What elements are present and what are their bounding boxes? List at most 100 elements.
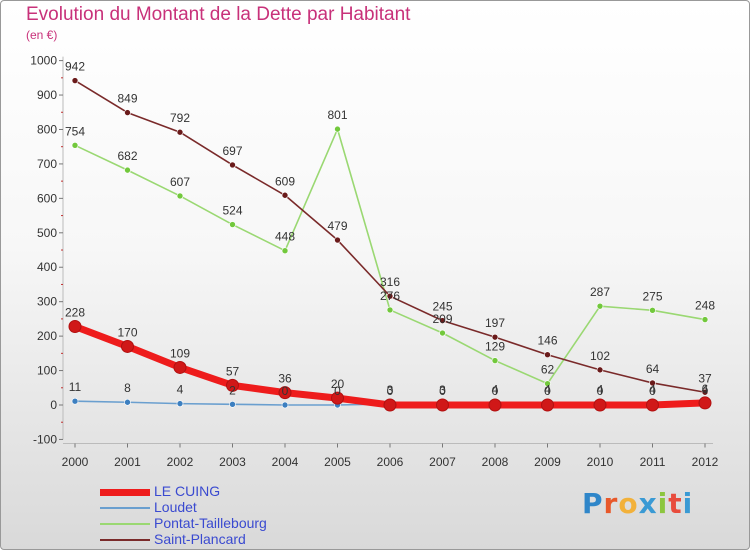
x-tick-label: 2000 [62,455,89,469]
data-point-3[interactable] [176,128,184,136]
x-tick-label: 2005 [324,455,351,469]
data-point-2[interactable] [439,329,446,337]
data-point-2[interactable] [649,306,656,314]
legend-swatch [100,507,150,509]
data-label-3: 849 [117,92,137,106]
data-label-3: 316 [380,275,400,289]
legend-swatch [100,523,150,525]
data-point-0[interactable] [541,398,554,412]
data-point-3[interactable] [544,351,551,359]
data-point-2[interactable] [71,142,79,149]
data-label-3: 64 [646,362,660,376]
data-point-1[interactable] [71,397,79,405]
data-label-2: 607 [170,175,190,189]
y-tick-label: -100 [33,432,57,446]
data-point-1[interactable] [281,401,289,409]
data-point-0[interactable] [68,319,82,333]
data-label-0: 0 [492,384,499,398]
x-tick-label: 2007 [429,455,456,469]
data-point-0[interactable] [593,398,607,412]
y-tick-label: 800 [37,122,57,136]
data-label-3: 697 [222,144,242,158]
data-label-2: 276 [380,289,400,303]
data-point-3[interactable] [596,366,604,374]
data-point-3[interactable] [334,236,341,244]
data-point-1[interactable] [176,400,184,407]
y-tick-label: 700 [37,157,57,171]
data-label-1: 4 [597,383,604,397]
x-tick-label: 2004 [272,455,299,469]
data-label-0: 6 [702,382,709,396]
data-point-0[interactable] [121,339,134,353]
chart-title: Evolution du Montant de la Dette par Hab… [26,4,411,25]
legend-swatch [100,488,150,496]
x-tick-label: 2002 [167,455,194,469]
data-point-2[interactable] [701,316,709,323]
data-point-3[interactable] [701,388,709,396]
data-point-0[interactable] [226,378,239,392]
data-label-0: 36 [278,372,292,386]
data-label-3: 197 [485,316,505,330]
data-label-0: 0 [544,384,551,398]
data-label-0: 228 [65,305,85,319]
data-label-1: 3 [439,383,446,397]
data-label-3: 146 [537,334,557,348]
data-label-2: 129 [485,340,505,354]
data-point-1[interactable] [124,398,131,406]
y-tick-label: 400 [37,260,57,274]
data-point-0[interactable] [698,396,712,410]
data-point-3[interactable] [281,191,289,199]
data-point-0[interactable] [436,398,449,412]
data-point-3[interactable] [386,292,394,300]
data-point-0[interactable] [173,360,187,374]
y-tick-label: 100 [37,364,57,378]
data-point-3[interactable] [439,317,446,324]
legend-swatch [100,539,150,541]
legend-label: Loudet [154,499,197,515]
data-label-1: 8 [124,381,131,395]
x-tick-label: 2001 [114,455,141,469]
data-point-3[interactable] [71,77,79,84]
data-point-2[interactable] [334,125,341,133]
data-label-1: 3 [387,383,394,397]
data-point-2[interactable] [176,192,184,200]
data-label-0: 0 [439,384,446,398]
data-label-2: 62 [541,363,555,377]
data-point-0[interactable] [488,398,502,412]
data-point-0[interactable] [383,398,397,412]
legend-label: Pontat-Taillebourg [154,515,267,531]
data-point-2[interactable] [281,247,289,255]
data-label-0: 0 [597,384,604,398]
data-label-3: 792 [170,111,190,125]
data-label-1: 4 [492,383,499,397]
data-label-0: 170 [117,325,137,339]
data-label-1: 0 [334,384,341,398]
y-tick-label: 1000 [30,54,57,68]
data-label-2: 524 [222,204,242,218]
data-label-1: 4 [544,383,551,397]
data-point-2[interactable] [229,221,236,228]
data-point-2[interactable] [386,306,394,314]
data-point-2[interactable] [596,302,604,310]
data-point-2[interactable] [491,357,499,364]
data-point-3[interactable] [229,161,236,169]
data-label-2: 754 [65,124,85,138]
data-label-2: 801 [327,108,347,122]
data-label-2: 275 [642,289,662,303]
data-point-3[interactable] [491,333,499,341]
data-point-0[interactable] [646,398,659,412]
data-label-0: 109 [170,346,190,360]
data-point-1[interactable] [229,401,236,408]
data-label-3: 942 [65,60,85,74]
data-point-2[interactable] [544,380,551,387]
chart-subtitle: (en €) [26,28,58,42]
data-point-2[interactable] [124,166,131,174]
y-tick-label: 900 [37,88,57,102]
data-point-0[interactable] [278,386,292,400]
data-point-3[interactable] [124,109,131,116]
data-point-0[interactable] [331,391,344,405]
data-point-3[interactable] [649,379,656,387]
data-label-2: 209 [432,312,452,326]
data-label-1: 4 [177,383,184,397]
